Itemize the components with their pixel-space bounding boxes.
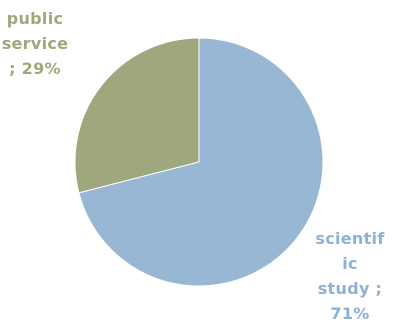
slice-label-public-service: public service ; 29% [1,9,69,78]
pie-slice-scientific-study [78,37,324,287]
slice-label-scientific-study: scientif ic study ; 71% [315,229,385,323]
pie-slice-public-service [74,37,200,194]
